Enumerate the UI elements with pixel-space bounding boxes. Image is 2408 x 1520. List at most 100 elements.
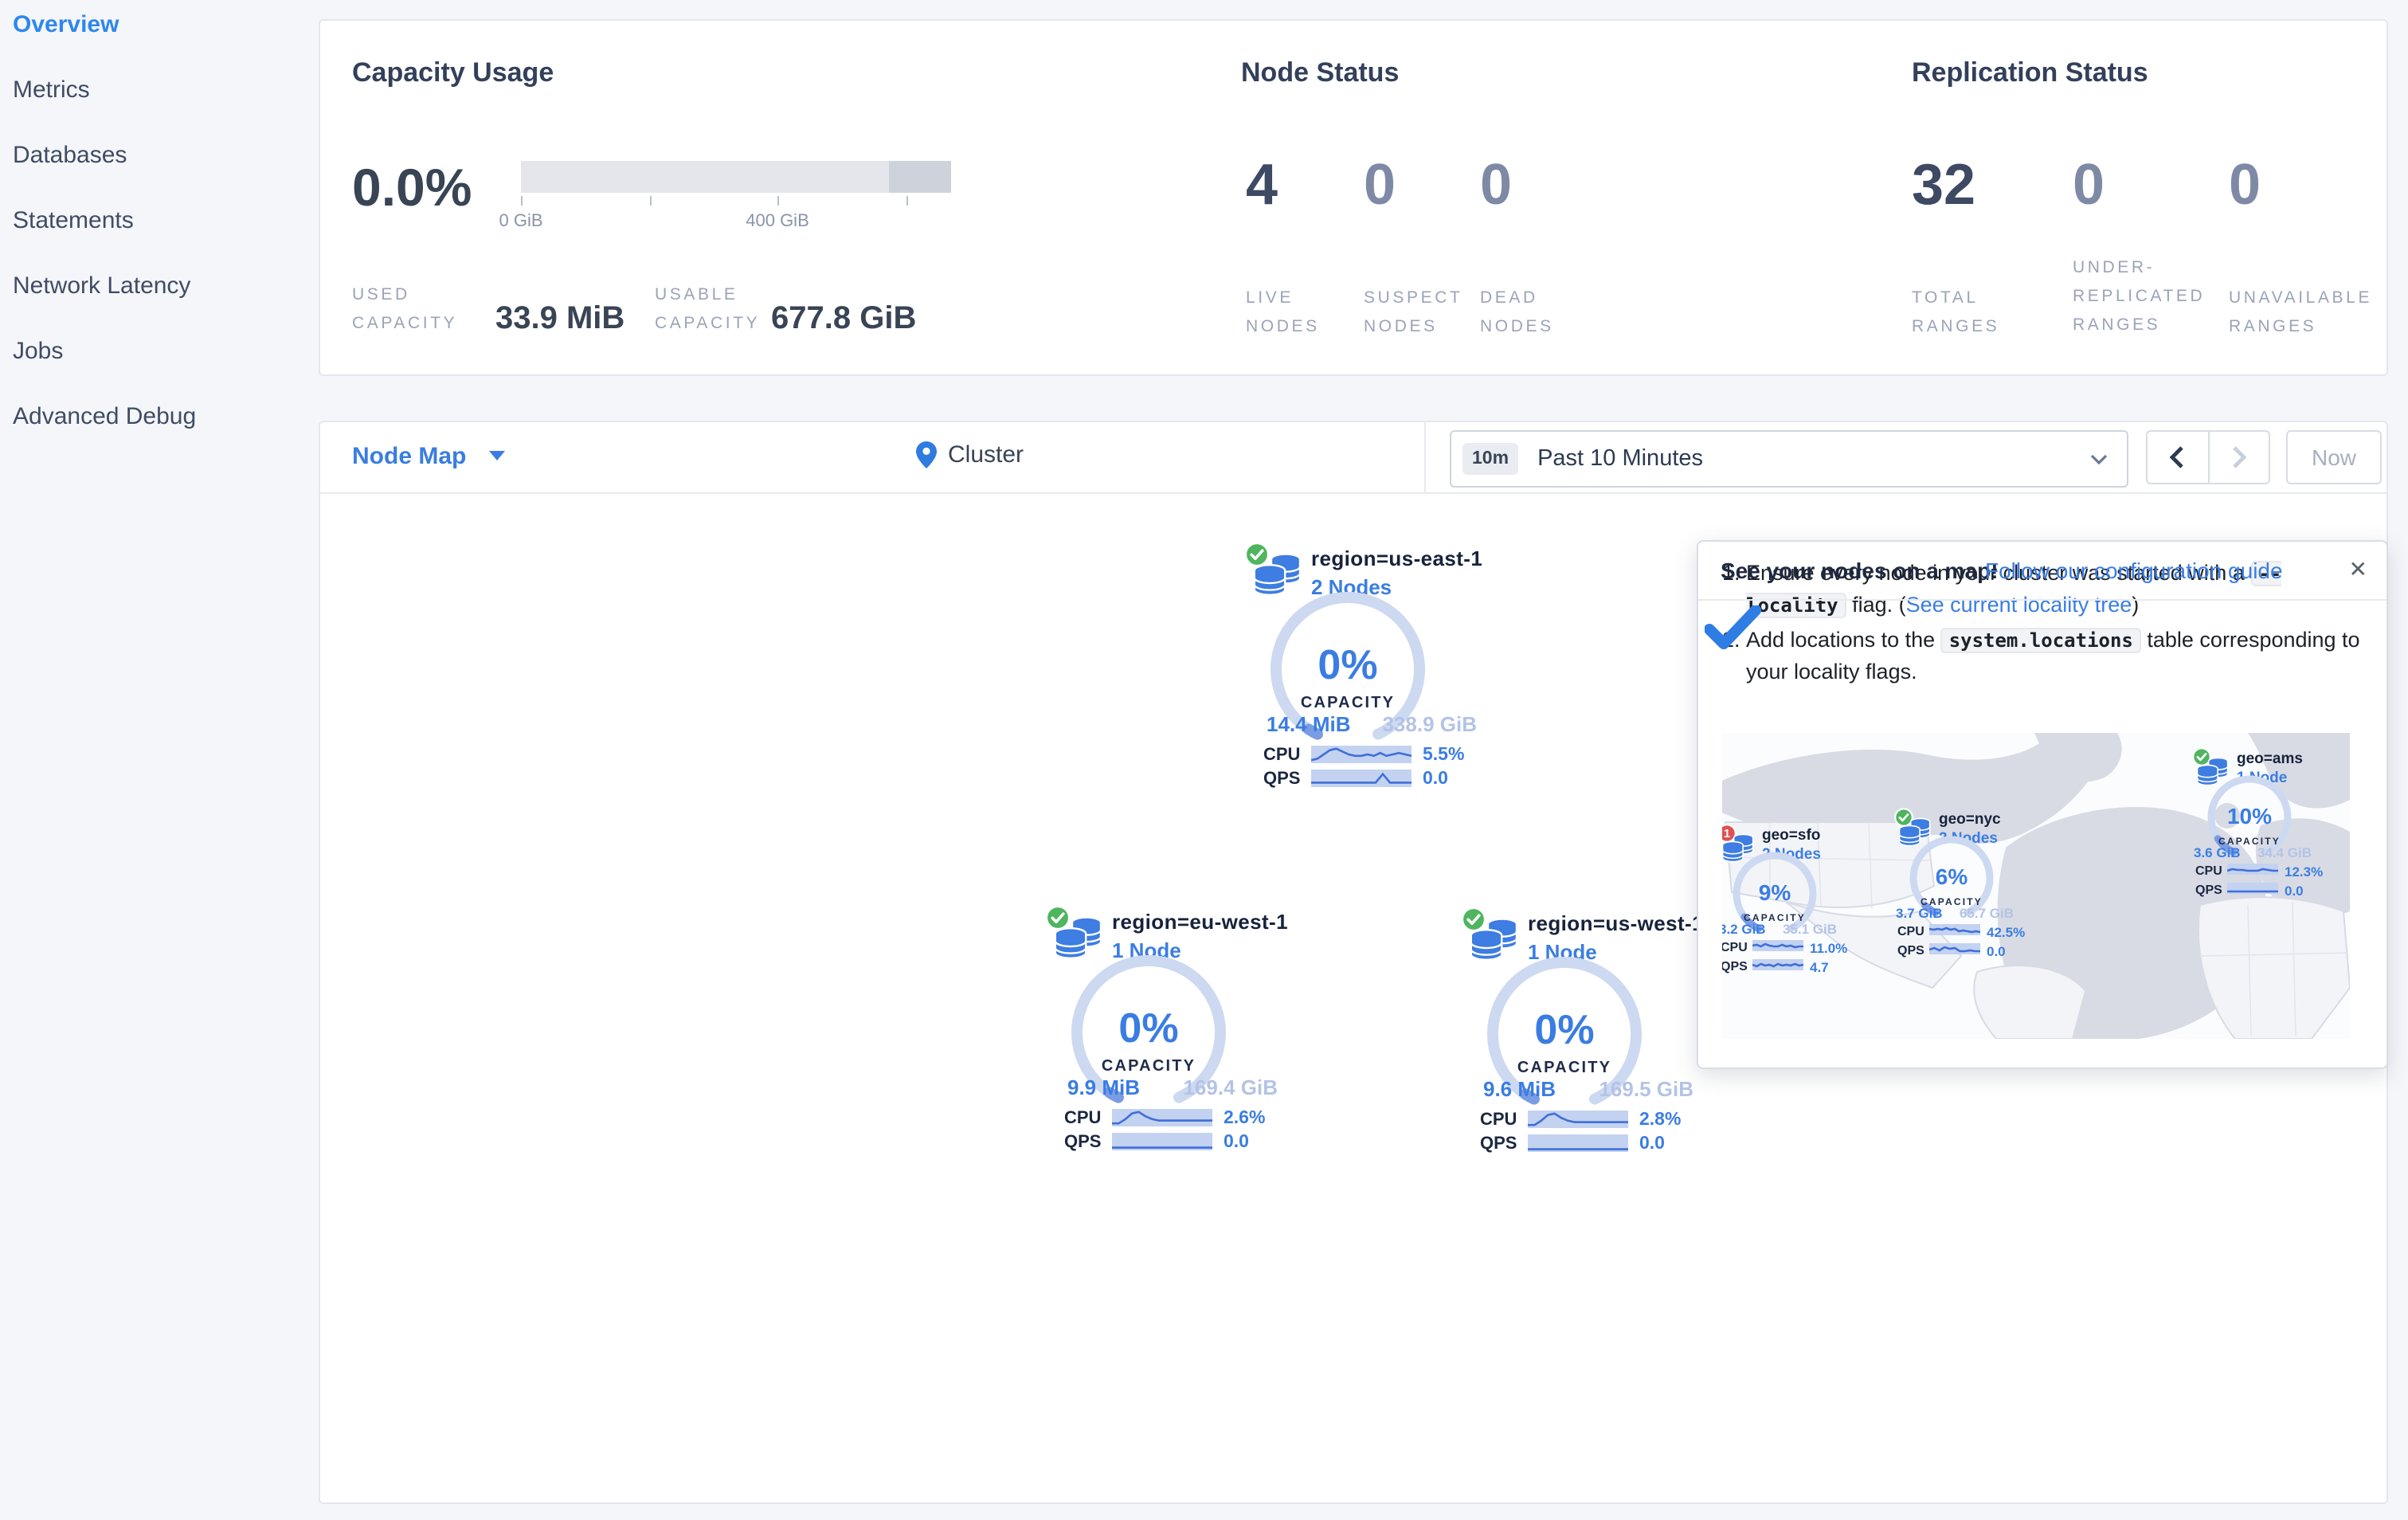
setup-step-1: Ensure every node in your cluster was st… <box>1746 558 2364 621</box>
capacity-bar-reserved-segment <box>888 161 951 193</box>
geo-node-ams[interactable]: geo=ams 1 Node 10% CAPACITY 3.6 GiB 34.4… <box>2192 747 2324 902</box>
view-mode-label: Node Map <box>352 443 467 470</box>
qps-value: 4.7 <box>1810 959 1829 975</box>
capacity-arc-label: CAPACITY <box>1921 896 1983 907</box>
capacity-percent: 6% <box>1936 864 1968 889</box>
qps-row: QPS 0.0 <box>1064 1133 1303 1152</box>
qps-row: QPS 0.0 <box>2195 883 2320 902</box>
view-mode-dropdown[interactable]: Node Map <box>352 443 505 470</box>
now-button[interactable]: Now <box>2286 430 2382 484</box>
close-icon[interactable]: ✕ <box>2348 556 2367 582</box>
used-value: 14.4 MiB <box>1267 712 1351 736</box>
capacity-values: 9.9 MiB 169.4 GiB <box>1067 1075 1278 1099</box>
node-map-panel: Node Map Cluster 10m Past 10 Minutes <box>319 421 2388 1504</box>
world-map-preview: 1 geo=sfo 2 Nodes 9% CAPACITY 3.2 GiB 35… <box>1722 733 2350 1039</box>
cpu-sparkline-band <box>1929 924 1980 935</box>
region-name: region=eu-west-1 <box>1112 910 1288 934</box>
database-stack-icon <box>1470 918 1518 961</box>
cpu-row: CPU 2.6% <box>1064 1109 1303 1128</box>
cpu-value: 12.3% <box>2285 864 2324 879</box>
sparkline <box>1929 926 1980 934</box>
region-name: region=us-west-1 <box>1528 911 1704 935</box>
region-node-1[interactable]: region=eu-west-1 1 Node 0% CAPACITY 9.9 … <box>1045 905 1319 1163</box>
cpu-row: CPU 2.8% <box>1480 1111 1719 1130</box>
time-prev-button[interactable] <box>2148 432 2209 483</box>
sidebar-item-databases[interactable]: Databases <box>13 142 127 169</box>
capacity-arc-label: CAPACITY <box>1301 694 1395 711</box>
geo-node-nyc[interactable]: geo=nyc 2 Nodes 6% CAPACITY 3.7 GiB 65.7… <box>1894 808 2026 961</box>
cpu-row: CPU 5.5% <box>1263 746 1502 765</box>
capacity-arc: 0% CAPACITY <box>1271 592 1425 740</box>
step1-text: Ensure every node in your cluster was st… <box>1746 561 2251 585</box>
capacity-usage-bar <box>521 161 951 193</box>
qps-label: QPS <box>1064 1133 1102 1152</box>
sidebar-item-metrics[interactable]: Metrics <box>13 76 90 104</box>
region-name: region=us-east-1 <box>1311 546 1483 570</box>
system-locations-code: system.locations <box>1940 628 2141 653</box>
qps-value: 0.0 <box>1639 1134 1665 1154</box>
metric-value: 4 <box>1246 151 1278 217</box>
setup-steps-list: Ensure every node in your cluster was st… <box>1698 542 2386 687</box>
sparkline <box>2227 890 2278 893</box>
qps-sparkline-band <box>1752 959 1803 970</box>
database-stack-icon <box>1254 553 1302 596</box>
step1-text: flag. ( <box>1846 593 1906 617</box>
total-value: 169.5 GiB <box>1599 1077 1693 1101</box>
geo-node-sfo[interactable]: 1 geo=sfo 2 Nodes 9% CAPACITY 3.2 GiB 35… <box>1722 824 1847 977</box>
time-nav-buttons <box>2146 430 2270 484</box>
cpu-value: 2.6% <box>1224 1109 1266 1128</box>
metric-label: UNAVAILABLE RANGES <box>2229 288 2373 336</box>
cluster-summary-panel: Capacity Usage 0.0% 0 GiB 400 GiB USED CA… <box>319 19 2388 376</box>
metric-label: DEAD NODES <box>1480 288 1554 336</box>
cpu-label: CPU <box>1480 1111 1517 1130</box>
cpu-row: CPU 42.5% <box>1897 924 2026 943</box>
configuration-guide-link[interactable]: Follow our configuration guide <box>1985 558 2283 583</box>
qps-label: QPS <box>1722 959 1748 974</box>
capacity-values: 9.6 MiB 169.5 GiB <box>1483 1077 1693 1101</box>
sidebar-item-statements[interactable]: Statements <box>13 207 134 234</box>
sidebar-item-advanced-debug[interactable]: Advanced Debug <box>13 403 197 430</box>
svg-text:1: 1 <box>1724 827 1730 840</box>
capacity-arc-label: CAPACITY <box>1102 1057 1196 1075</box>
used-capacity-label: USED CAPACITY <box>352 285 458 333</box>
region-node-2[interactable]: region=us-west-1 1 Node 0% CAPACITY 9.6 … <box>1461 907 1735 1165</box>
sparkline <box>1752 942 1803 949</box>
time-range-label: Past 10 Minutes <box>1537 446 1704 472</box>
time-range-select[interactable]: 10m Past 10 Minutes <box>1450 430 2128 488</box>
qps-label: QPS <box>1480 1134 1517 1154</box>
sparkline <box>2227 868 2278 872</box>
cpu-label: CPU <box>1263 746 1301 765</box>
capacity-arc: 9% CAPACITY <box>1733 852 1817 932</box>
sidebar-item-network-latency[interactable]: Network Latency <box>13 272 191 300</box>
cpu-value: 42.5% <box>1987 924 2026 940</box>
sparkline <box>1528 1148 1628 1150</box>
database-stack-icon <box>1722 833 1754 863</box>
capacity-values: 3.2 GiB 35.1 GiB <box>1722 921 1837 937</box>
sidebar-item-overview[interactable]: Overview <box>13 11 119 38</box>
used-value: 3.6 GiB <box>2194 844 2241 860</box>
node-status-title: Node Status <box>1241 57 1400 88</box>
sidebar-item-jobs[interactable]: Jobs <box>13 338 64 365</box>
handdrawn-check-icon <box>1705 605 1761 649</box>
step2-text: Add locations to the <box>1746 628 1941 652</box>
breadcrumb: Cluster <box>916 441 1024 468</box>
chevron-down-icon <box>2090 453 2108 464</box>
capacity-percent: 9% <box>1759 880 1791 905</box>
sparkline <box>1112 1111 1212 1125</box>
database-stack-icon <box>1899 817 1931 847</box>
setup-step-2: Add locations to the system.locations ta… <box>1746 625 2364 687</box>
node-map-toolbar: Node Map Cluster 10m Past 10 Minutes <box>320 422 2386 494</box>
metric-value: 0 <box>2073 151 2105 217</box>
time-next-button[interactable] <box>2209 432 2269 483</box>
capacity-percent: 0% <box>1118 1005 1178 1052</box>
locality-tree-link[interactable]: See current locality tree <box>1905 593 2132 617</box>
metric-value: 32 <box>1912 151 1976 217</box>
cpu-sparkline-band <box>2227 864 2278 875</box>
region-node-0[interactable]: region=us-east-1 2 Nodes 0% CAPACITY 14.… <box>1244 542 1518 800</box>
breadcrumb-cluster[interactable]: Cluster <box>948 441 1024 468</box>
metric-label: LIVE NODES <box>1246 288 1320 336</box>
sparkline <box>1752 962 1803 968</box>
metric-value: 0 <box>1480 151 1513 217</box>
capacity-usage-percent: 0.0% <box>352 158 472 217</box>
